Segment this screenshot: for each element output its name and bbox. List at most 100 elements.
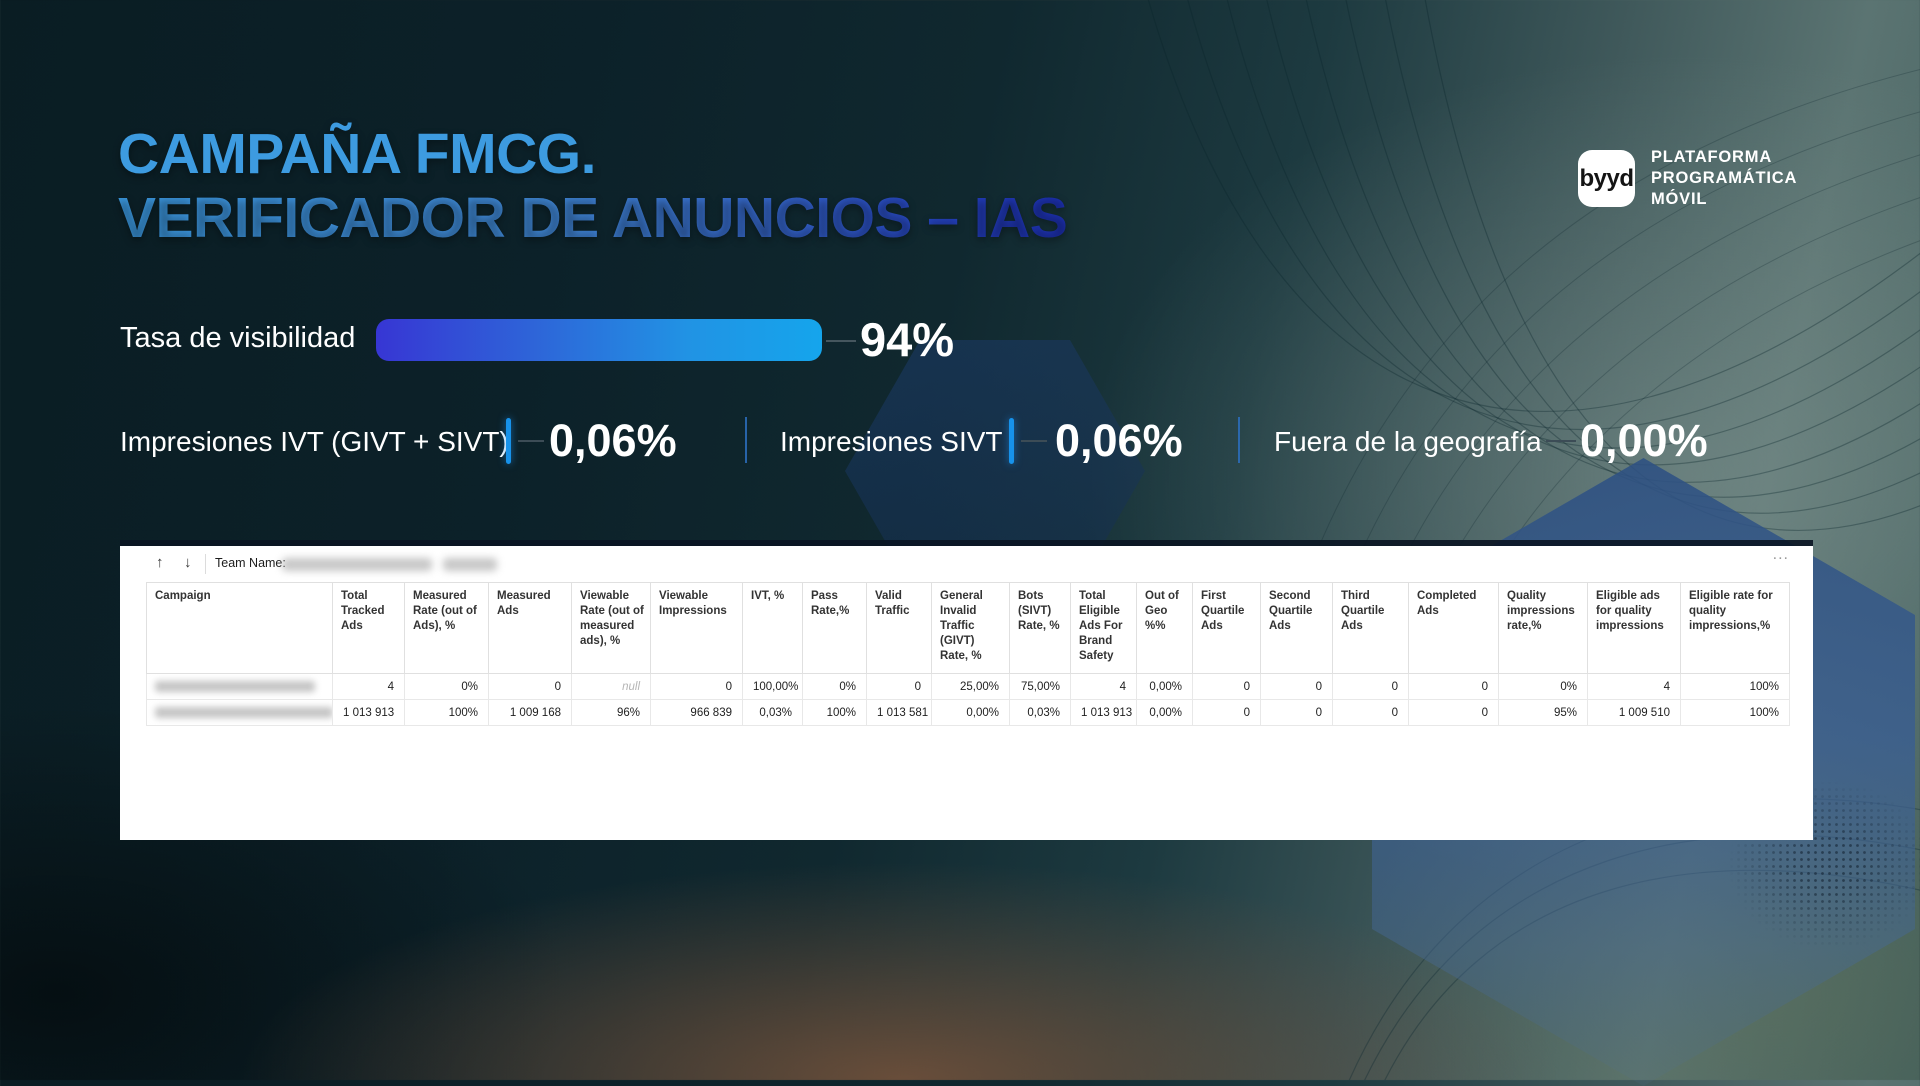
- table-cell: 0: [1260, 673, 1333, 700]
- table-cell: 0,00%: [1136, 699, 1193, 726]
- team-name-value-redacted: [443, 558, 497, 571]
- table-cell: null: [571, 673, 651, 700]
- table-cell: 100%: [1680, 699, 1790, 726]
- column-header: General Invalid Traffic (GIVT) Rate, %: [931, 582, 1010, 674]
- table-row: 1 013 913 100% 1 009 168 96% 966 839 0,03% 100…: [146, 699, 1790, 726]
- column-header: Eligible ads for quality impressions: [1587, 582, 1681, 674]
- table-cell: 0: [488, 673, 572, 700]
- ias-report-table: Campaign Total Tracked Ads Measured Rate (…: [146, 582, 1790, 726]
- table-cell: 95%: [1498, 699, 1588, 726]
- table-cell: 0: [1332, 699, 1409, 726]
- table-cell: 1 009 510: [1587, 699, 1681, 726]
- column-header: Valid Traffic: [866, 582, 932, 674]
- connector-dash: [1021, 440, 1047, 442]
- connector-dash: [1546, 440, 1576, 442]
- table-cell: 0: [1192, 673, 1261, 700]
- column-header: Third Quartile Ads: [1332, 582, 1409, 674]
- metric-separator: [745, 417, 747, 463]
- table-cell: 96%: [571, 699, 651, 726]
- column-header: Total Tracked Ads: [332, 582, 405, 674]
- metric-tick-icon: [506, 418, 511, 464]
- column-header: Eligible rate for quality impressions,%: [1680, 582, 1790, 674]
- table-cell: 0: [1260, 699, 1333, 726]
- table-cell: 966 839: [650, 699, 743, 726]
- table-cell: 25,00%: [931, 673, 1010, 700]
- table-cell: 0%: [1498, 673, 1588, 700]
- table-cell: 100%: [1680, 673, 1790, 700]
- table-cell: 0: [1192, 699, 1261, 726]
- column-header: First Quartile Ads: [1192, 582, 1261, 674]
- byyd-wordmark: byyd: [1579, 164, 1634, 192]
- table-cell: 100%: [404, 699, 489, 726]
- column-header: Quality impressions rate,%: [1498, 582, 1588, 674]
- column-header: Campaign: [146, 582, 333, 674]
- column-header: Viewable Impressions: [650, 582, 743, 674]
- table-cell: 1 009 168: [488, 699, 572, 726]
- visibility-progress-bar: [376, 319, 822, 361]
- sort-up-icon[interactable]: ↑: [156, 554, 164, 571]
- table-cell: 1 013 913: [1070, 699, 1137, 726]
- page-title: CAMPAÑA FMCG. VERIFICADOR DE ANUNCIOS – …: [118, 122, 1068, 250]
- table-cell: 100,00%: [742, 673, 803, 700]
- tagline-line: PROGRAMÁTICA: [1651, 169, 1798, 187]
- redacted-text-blob: [155, 681, 315, 692]
- column-header: Total Eligible Ads For Brand Safety: [1070, 582, 1137, 674]
- toolbar-divider: [205, 554, 206, 574]
- report-toolbar: ↑ ↓ Team Name: ...: [120, 546, 1813, 582]
- metric-ivt-value: 0,06%: [549, 415, 677, 466]
- column-header: Completed Ads: [1408, 582, 1499, 674]
- visibility-rate-value: 94%: [860, 313, 955, 366]
- visibility-rate-label: Tasa de visibilidad: [120, 322, 356, 354]
- metric-geo-value: 0,00%: [1580, 415, 1708, 466]
- column-header: Measured Ads: [488, 582, 572, 674]
- metric-tick-icon: [1009, 418, 1014, 464]
- table-cell: 0: [1408, 699, 1499, 726]
- column-header: Measured Rate (out of Ads), %: [404, 582, 489, 674]
- table-cell: 75,00%: [1009, 673, 1071, 700]
- table-cell: 0,03%: [1009, 699, 1071, 726]
- table-row: 4 0% 0 null 0 100,00% 0% 0 25,00% 75,00% 4 0,00% 0 0 0…: [146, 673, 1790, 700]
- tagline-line: PLATAFORMA: [1651, 148, 1773, 166]
- column-header: Viewable Rate (out of measured ads), %: [571, 582, 651, 674]
- connector-dash: [518, 440, 544, 442]
- table-cell: 0,00%: [1136, 673, 1193, 700]
- metric-sivt-label: Impresiones SIVT: [780, 426, 1003, 457]
- table-cell: 0,00%: [931, 699, 1010, 726]
- campaign-cell-redacted: [146, 699, 333, 726]
- table-cell: 4: [1070, 673, 1137, 700]
- team-name-value-redacted: [282, 558, 432, 571]
- tagline-line: MÓVIL: [1651, 190, 1708, 208]
- table-cell: 1 013 581: [866, 699, 932, 726]
- more-options-icon[interactable]: ...: [1772, 546, 1789, 563]
- campaign-cell-redacted: [146, 673, 333, 700]
- table-cell: 4: [1587, 673, 1681, 700]
- table-cell: 4: [332, 673, 405, 700]
- logo-tagline: PLATAFORMA PROGRAMÁTICA MÓVIL: [1651, 147, 1797, 210]
- metric-separator: [1238, 417, 1240, 463]
- title-line-2: VERIFICADOR DE ANUNCIOS – IAS: [118, 186, 1068, 250]
- metric-ivt-label: Impresiones IVT (GIVT + SIVT): [120, 426, 509, 457]
- table-cell: 0: [1332, 673, 1409, 700]
- ias-report-panel: ↑ ↓ Team Name: ... Campaign Total Tracked…: [120, 546, 1813, 840]
- column-header: Second Quartile Ads: [1260, 582, 1333, 674]
- table-cell: 0%: [404, 673, 489, 700]
- table-header-row: Campaign Total Tracked Ads Measured Rate (…: [146, 582, 1790, 674]
- panel-top-edge: [120, 540, 1813, 546]
- table-cell: 0: [866, 673, 932, 700]
- sort-down-icon[interactable]: ↓: [184, 554, 192, 571]
- column-header: Bots (SIVT) Rate, %: [1009, 582, 1071, 674]
- table-cell: 100%: [802, 699, 867, 726]
- redacted-text-blob: [155, 707, 332, 718]
- column-header: IVT, %: [742, 582, 803, 674]
- table-cell: 0,03%: [742, 699, 803, 726]
- table-cell: 0%: [802, 673, 867, 700]
- table-cell: 0: [650, 673, 743, 700]
- byyd-logo: byyd: [1578, 150, 1635, 207]
- metric-sivt-value: 0,06%: [1055, 415, 1183, 466]
- team-name-label: Team Name:: [215, 556, 286, 570]
- title-line-1: CAMPAÑA FMCG.: [118, 122, 596, 186]
- column-header: Out of Geo %%: [1136, 582, 1193, 674]
- table-cell: 1 013 913: [332, 699, 405, 726]
- column-header: Pass Rate,%: [802, 582, 867, 674]
